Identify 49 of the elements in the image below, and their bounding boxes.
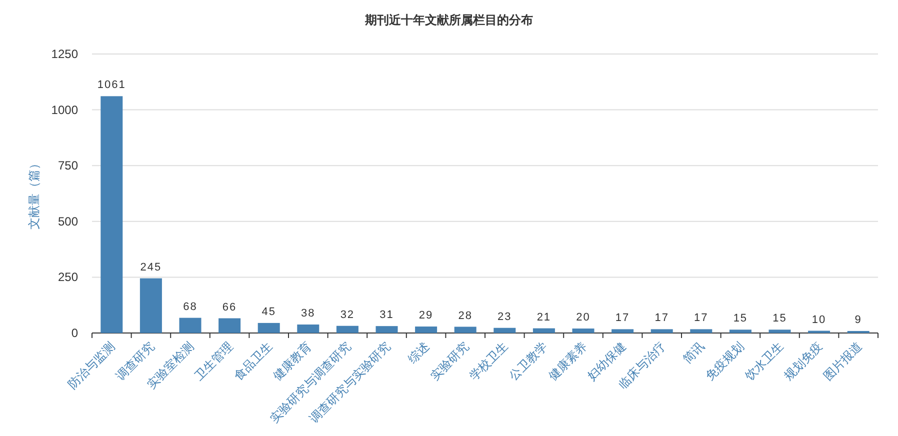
data-label: 17: [654, 312, 669, 324]
chart-title: 期刊近十年文献所属栏目的分布: [364, 13, 533, 27]
bar: [532, 328, 555, 333]
bar: [336, 326, 358, 333]
data-label: 68: [183, 300, 198, 313]
y-tick-label: 1000: [51, 102, 78, 117]
data-label: 28: [458, 310, 472, 322]
x-tick-label: 综述: [405, 339, 432, 366]
y-tick-label: 500: [58, 214, 78, 228]
bar: [100, 96, 123, 333]
bar: [140, 278, 162, 333]
bar: [454, 326, 476, 333]
bar: [494, 328, 516, 333]
bar: [179, 318, 202, 333]
data-label: 32: [340, 308, 355, 321]
x-tick-label: 简讯: [680, 339, 708, 366]
x-tick-label: 图片报道: [820, 339, 864, 384]
bar: [729, 330, 752, 333]
bar: [650, 329, 673, 333]
data-label: 38: [301, 308, 316, 320]
data-label: 17: [615, 312, 630, 324]
bar: [258, 322, 280, 333]
y-tick-label: 250: [58, 270, 78, 284]
bar: [572, 328, 594, 333]
data-label: 10: [812, 314, 826, 326]
bar: [768, 330, 791, 333]
data-label: 15: [772, 312, 787, 325]
bar: [376, 326, 398, 333]
data-label: 45: [262, 306, 276, 318]
data-label: 23: [498, 310, 512, 323]
data-label: 1061: [97, 79, 126, 92]
data-label: 17: [694, 312, 708, 324]
data-label: 20: [576, 312, 590, 324]
bar: [612, 329, 634, 333]
data-label: 66: [222, 301, 237, 314]
data-label: 9: [854, 314, 862, 326]
y-tick-label: 750: [58, 158, 78, 173]
data-label: 245: [140, 261, 162, 274]
data-label: 15: [733, 312, 748, 325]
bar: [218, 318, 241, 333]
bar: [415, 326, 438, 333]
y-tick-label: 1250: [51, 47, 78, 61]
bar: [690, 329, 712, 333]
y-axis-title: 文献量（篇）: [27, 158, 41, 230]
data-label: 21: [536, 311, 552, 324]
bar: [297, 324, 320, 333]
data-label: 29: [418, 310, 434, 322]
y-tick-label: 0: [71, 326, 78, 340]
data-label: 31: [380, 309, 394, 322]
